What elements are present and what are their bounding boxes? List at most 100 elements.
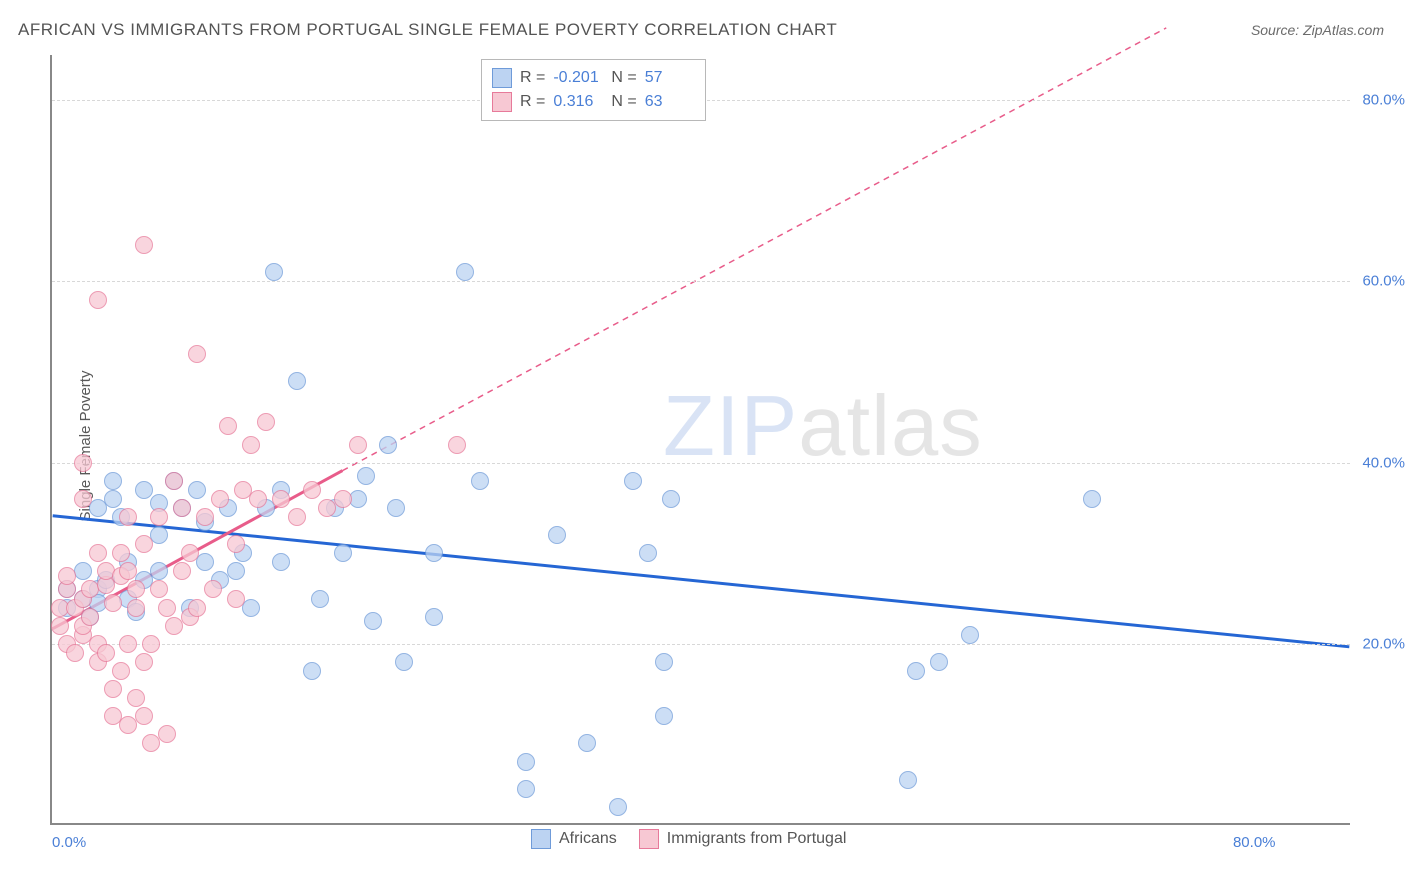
scatter-point: [265, 263, 283, 281]
legend-n-value: 57: [645, 66, 695, 90]
scatter-point: [196, 508, 214, 526]
scatter-point: [74, 490, 92, 508]
scatter-point: [303, 481, 321, 499]
scatter-point: [89, 544, 107, 562]
y-tick-label: 80.0%: [1355, 92, 1405, 109]
legend-bottom-item: Immigrants from Portugal: [639, 829, 847, 849]
scatter-point: [196, 553, 214, 571]
scatter-point: [899, 771, 917, 789]
plot-area: ZIPatlas R =-0.201N =57R =0.316N =63 20.…: [50, 55, 1350, 825]
scatter-point: [58, 567, 76, 585]
scatter-point: [249, 490, 267, 508]
scatter-point: [119, 508, 137, 526]
scatter-point: [165, 472, 183, 490]
scatter-point: [961, 626, 979, 644]
scatter-point: [655, 653, 673, 671]
scatter-point: [272, 490, 290, 508]
scatter-point: [97, 644, 115, 662]
scatter-point: [127, 689, 145, 707]
legend-bottom-item: Africans: [531, 829, 617, 849]
scatter-point: [227, 590, 245, 608]
chart-title: AFRICAN VS IMMIGRANTS FROM PORTUGAL SING…: [18, 20, 837, 40]
legend-swatch: [531, 829, 551, 849]
scatter-point: [66, 644, 84, 662]
scatter-point: [150, 562, 168, 580]
legend-r-label: R =: [520, 90, 545, 114]
scatter-point: [112, 544, 130, 562]
legend-top-row: R = 0.316 N = 63: [492, 90, 695, 114]
scatter-point: [662, 490, 680, 508]
scatter-point: [135, 653, 153, 671]
legend-top-row: R = -0.201 N = 57: [492, 66, 695, 90]
scatter-point: [81, 608, 99, 626]
legend-r-label: R =: [520, 66, 545, 90]
scatter-point: [425, 608, 443, 626]
scatter-point: [227, 535, 245, 553]
scatter-point: [311, 590, 329, 608]
scatter-point: [242, 599, 260, 617]
scatter-point: [119, 635, 137, 653]
legend-swatch: [492, 92, 512, 112]
scatter-point: [188, 481, 206, 499]
gridline: [52, 463, 1350, 464]
gridline: [52, 644, 1350, 645]
scatter-point: [150, 580, 168, 598]
scatter-point: [288, 372, 306, 390]
scatter-point: [548, 526, 566, 544]
scatter-point: [930, 653, 948, 671]
scatter-point: [272, 553, 290, 571]
africans-trend: [53, 516, 1350, 647]
source-label: Source: ZipAtlas.com: [1251, 22, 1384, 38]
scatter-point: [349, 436, 367, 454]
legend-swatch: [639, 829, 659, 849]
scatter-point: [227, 562, 245, 580]
scatter-point: [624, 472, 642, 490]
scatter-point: [181, 544, 199, 562]
scatter-point: [173, 499, 191, 517]
scatter-point: [471, 472, 489, 490]
scatter-point: [204, 580, 222, 598]
scatter-point: [142, 635, 160, 653]
plot-container: ZIPatlas R =-0.201N =57R =0.316N =63 20.…: [50, 55, 1350, 825]
scatter-point: [379, 436, 397, 454]
scatter-point: [357, 467, 375, 485]
legend-r-value: 0.316: [553, 90, 603, 114]
scatter-point: [655, 707, 673, 725]
legend-r-value: -0.201: [553, 66, 603, 90]
legend-bottom-label: Africans: [559, 830, 617, 848]
scatter-point: [1083, 490, 1101, 508]
scatter-point: [219, 417, 237, 435]
legend-n-value: 63: [645, 90, 695, 114]
scatter-point: [517, 780, 535, 798]
legend-n-label: N =: [611, 90, 636, 114]
scatter-point: [51, 617, 69, 635]
scatter-point: [127, 599, 145, 617]
scatter-point: [74, 562, 92, 580]
scatter-point: [104, 490, 122, 508]
legend-bottom-label: Immigrants from Portugal: [667, 830, 847, 848]
scatter-point: [135, 236, 153, 254]
scatter-point: [112, 662, 130, 680]
scatter-point: [135, 707, 153, 725]
portugal-trend-dashed: [343, 28, 1167, 471]
gridline: [52, 281, 1350, 282]
scatter-point: [334, 490, 352, 508]
x-tick-label: 0.0%: [52, 834, 86, 851]
scatter-point: [135, 535, 153, 553]
x-tick-label: 80.0%: [1233, 834, 1276, 851]
scatter-point: [425, 544, 443, 562]
y-tick-label: 20.0%: [1355, 635, 1405, 652]
scatter-point: [242, 436, 260, 454]
legend-swatch: [492, 68, 512, 88]
scatter-point: [89, 291, 107, 309]
scatter-point: [288, 508, 306, 526]
legend-bottom: Africans Immigrants from Portugal: [531, 829, 846, 849]
legend-n-label: N =: [611, 66, 636, 90]
scatter-point: [211, 490, 229, 508]
scatter-point: [150, 526, 168, 544]
scatter-point: [104, 472, 122, 490]
scatter-point: [104, 594, 122, 612]
scatter-point: [364, 612, 382, 630]
scatter-point: [456, 263, 474, 281]
scatter-point: [609, 798, 627, 816]
